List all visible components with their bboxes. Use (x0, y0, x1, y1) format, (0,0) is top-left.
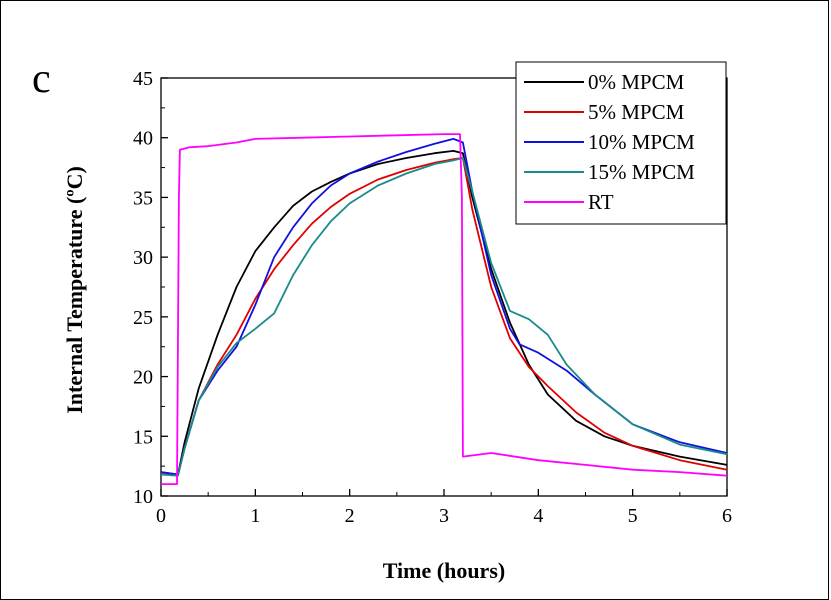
x-tick-label: 3 (439, 505, 449, 527)
y-tick-label: 15 (133, 426, 153, 448)
y-tick-label: 25 (133, 307, 153, 329)
series-line (161, 157, 728, 476)
series-line (161, 133, 728, 486)
y-tick-label: 20 (133, 367, 153, 389)
x-tick-label: 6 (722, 505, 732, 527)
legend-label: RT (588, 190, 614, 214)
y-axis-title: Internal Temperature (ºC) (62, 166, 87, 414)
x-tick-label: 4 (533, 505, 543, 527)
y-tick-label: 45 (133, 68, 153, 90)
panel-label: c (32, 56, 51, 102)
x-tick-label: 5 (628, 505, 638, 527)
series-line (160, 157, 728, 477)
series-line (160, 149, 728, 476)
legend-label: 10% MPCM (588, 130, 695, 154)
legend-label: 5% MPCM (588, 100, 685, 124)
y-tick-label: 35 (133, 187, 153, 209)
legend-label: 0% MPCM (588, 70, 685, 94)
series-layer (160, 133, 728, 486)
y-tick-label: 40 (133, 128, 153, 150)
x-tick-label: 2 (345, 505, 355, 527)
legend-label: 15% MPCM (588, 160, 695, 184)
y-tick-label: 30 (133, 247, 153, 269)
series-line (160, 137, 728, 476)
x-axis-title: Time (hours) (383, 558, 505, 583)
y-tick-label: 10 (133, 486, 153, 508)
x-tick-label: 1 (250, 505, 260, 527)
legend: 0% MPCM 5% MPCM 10% MPCM 15% MPCM RT (515, 61, 727, 225)
x-tick-label: 0 (156, 505, 166, 527)
